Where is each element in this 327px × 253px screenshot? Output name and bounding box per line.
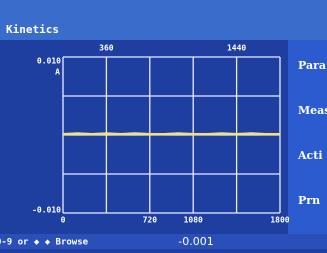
x-tick-label: 720 xyxy=(143,216,158,225)
y-unit: A xyxy=(55,68,60,77)
title: Kinetics xyxy=(6,23,59,36)
menu-item[interactable]: Para xyxy=(298,59,326,72)
status-hint: 0-9 or ◆ ◆ Browse xyxy=(0,238,89,248)
data-line xyxy=(63,133,280,134)
x-tick-label-top: 360 xyxy=(99,44,114,53)
x-tick-label: 0 xyxy=(61,216,66,225)
status-reading: -0.001 xyxy=(178,235,213,248)
x-tick-label-top: 1440 xyxy=(227,44,246,53)
y-tick-label: 0.010 xyxy=(37,57,61,66)
y-tick-label: -0.010 xyxy=(32,206,61,215)
menu-item[interactable]: Prn xyxy=(298,194,320,207)
ui: Kinetics 0-9 or ◆ ◆ Browse -0.001 A 0 720… xyxy=(0,0,327,249)
screen: Kinetics 0-9 or ◆ ◆ Browse -0.001 A 0 720… xyxy=(0,0,327,249)
x-tick-label: 1800 xyxy=(270,216,289,225)
x-tick-label: 1080 xyxy=(184,216,203,225)
menu-item[interactable]: Acti xyxy=(297,149,323,162)
menu-item[interactable]: Meas xyxy=(298,104,327,117)
